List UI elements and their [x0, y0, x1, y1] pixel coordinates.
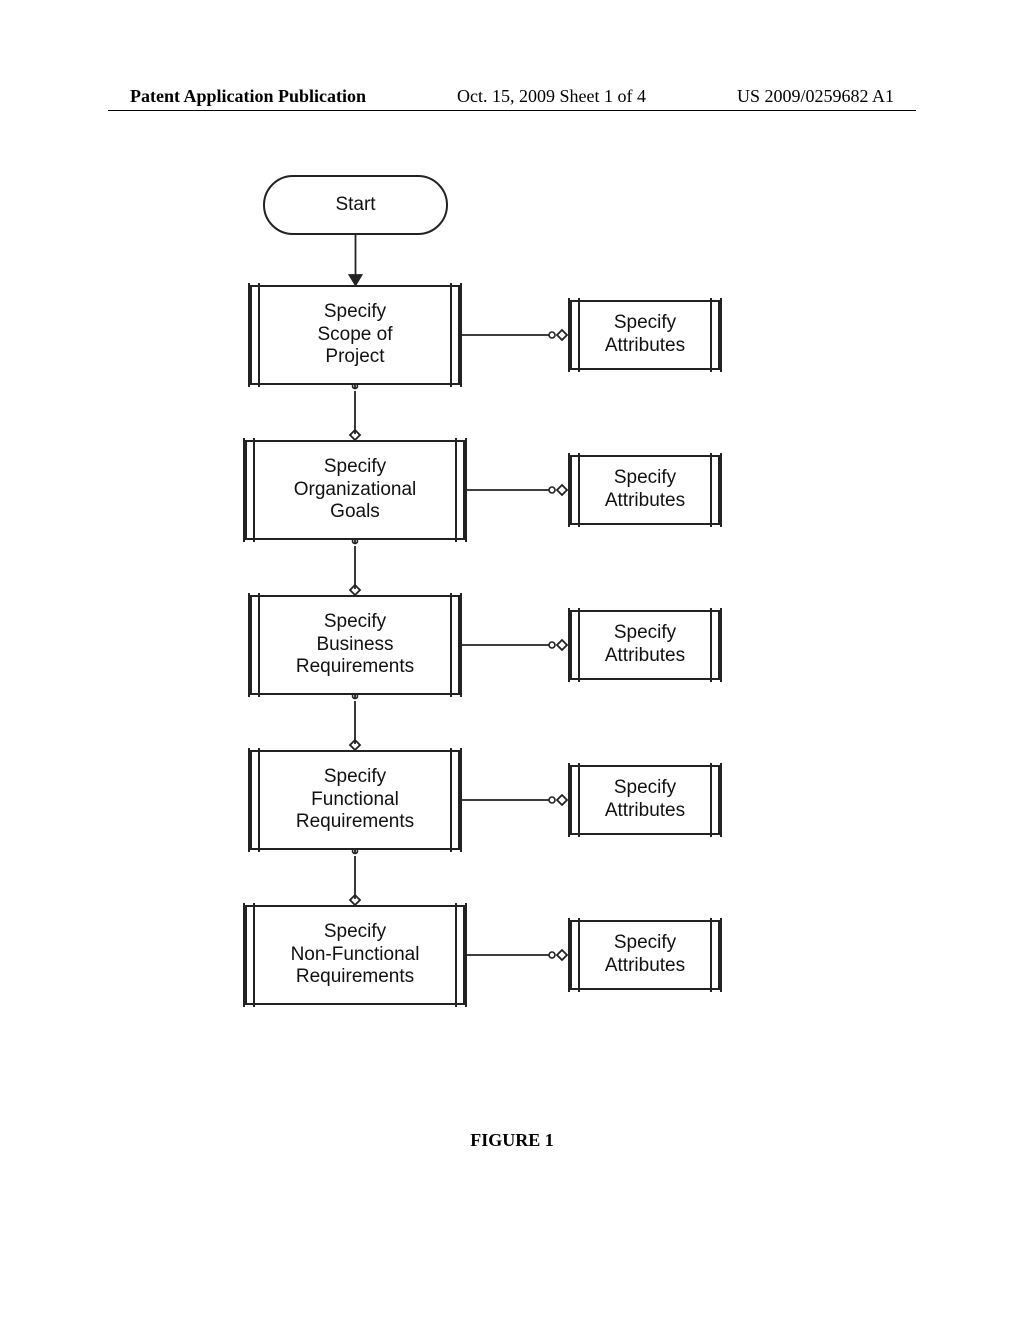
node-a4: SpecifyAttributes [570, 765, 720, 835]
node-label-a4: SpecifyAttributes [589, 777, 701, 823]
node-p5: SpecifyNon-FunctionalRequirements [245, 905, 465, 1005]
flowchart-canvas: Start SpecifyScope ofProject SpecifyAttrib… [0, 150, 1024, 1050]
node-label-a1: SpecifyAttributes [589, 312, 701, 358]
node-a1: SpecifyAttributes [570, 300, 720, 370]
header-date-sheet: Oct. 15, 2009 Sheet 1 of 4 [457, 86, 646, 107]
node-a2: SpecifyAttributes [570, 455, 720, 525]
node-label-p5: SpecifyNon-FunctionalRequirements [275, 921, 436, 989]
node-p3: SpecifyBusinessRequirements [250, 595, 460, 695]
header-publication: Patent Application Publication [130, 86, 366, 107]
page-header: Patent Application Publication Oct. 15, … [0, 86, 1024, 107]
node-start: Start [263, 175, 448, 235]
node-label-p2: SpecifyOrganizationalGoals [278, 456, 433, 524]
node-label-p3: SpecifyBusinessRequirements [280, 611, 430, 679]
node-p2: SpecifyOrganizationalGoals [245, 440, 465, 540]
node-label-start: Start [335, 194, 375, 217]
node-p4: SpecifyFunctionalRequirements [250, 750, 460, 850]
header-doc-number: US 2009/0259682 A1 [737, 86, 894, 107]
node-label-a5: SpecifyAttributes [589, 932, 701, 978]
node-label-a3: SpecifyAttributes [589, 622, 701, 668]
node-p1: SpecifyScope ofProject [250, 285, 460, 385]
node-a3: SpecifyAttributes [570, 610, 720, 680]
node-label-p4: SpecifyFunctionalRequirements [280, 766, 430, 834]
node-label-p1: SpecifyScope ofProject [302, 301, 409, 369]
node-label-a2: SpecifyAttributes [589, 467, 701, 513]
flowchart-edges [0, 150, 1024, 1050]
node-a5: SpecifyAttributes [570, 920, 720, 990]
header-rule [108, 110, 916, 111]
figure-caption: FIGURE 1 [0, 1130, 1024, 1151]
